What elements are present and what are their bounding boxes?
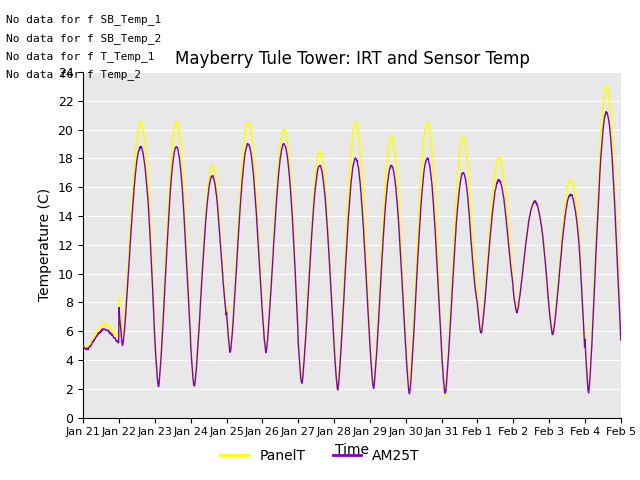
PanelT xyxy=(524,231,531,237)
AM25T xyxy=(406,391,413,396)
PanelT xyxy=(603,83,611,88)
Text: No data for f T_Temp_1: No data for f T_Temp_1 xyxy=(6,51,155,62)
AM25T xyxy=(617,337,625,343)
AM25T xyxy=(198,276,206,281)
X-axis label: Time: Time xyxy=(335,443,369,457)
AM25T xyxy=(570,197,577,203)
PanelT xyxy=(617,329,625,335)
PanelT xyxy=(303,302,311,308)
Title: Mayberry Tule Tower: IRT and Sensor Temp: Mayberry Tule Tower: IRT and Sensor Temp xyxy=(175,49,529,68)
Text: No data for f SB_Temp_2: No data for f SB_Temp_2 xyxy=(6,33,162,44)
AM25T xyxy=(524,231,531,237)
PanelT xyxy=(79,340,87,346)
Text: No data for f SB_Temp_1: No data for f SB_Temp_1 xyxy=(6,14,162,25)
AM25T xyxy=(79,342,87,348)
AM25T xyxy=(303,310,311,315)
PanelT xyxy=(570,183,577,189)
AM25T xyxy=(435,291,442,297)
Legend: PanelT, AM25T: PanelT, AM25T xyxy=(215,443,425,468)
AM25T xyxy=(602,108,610,114)
Line: PanelT: PanelT xyxy=(83,85,621,396)
AM25T xyxy=(291,248,298,253)
PanelT xyxy=(441,393,449,399)
Y-axis label: Temperature (C): Temperature (C) xyxy=(38,188,52,301)
Text: No data for f Temp_2: No data for f Temp_2 xyxy=(6,69,141,80)
Line: AM25T: AM25T xyxy=(83,111,621,394)
PanelT xyxy=(198,270,206,276)
PanelT xyxy=(435,265,442,271)
PanelT xyxy=(291,239,298,245)
